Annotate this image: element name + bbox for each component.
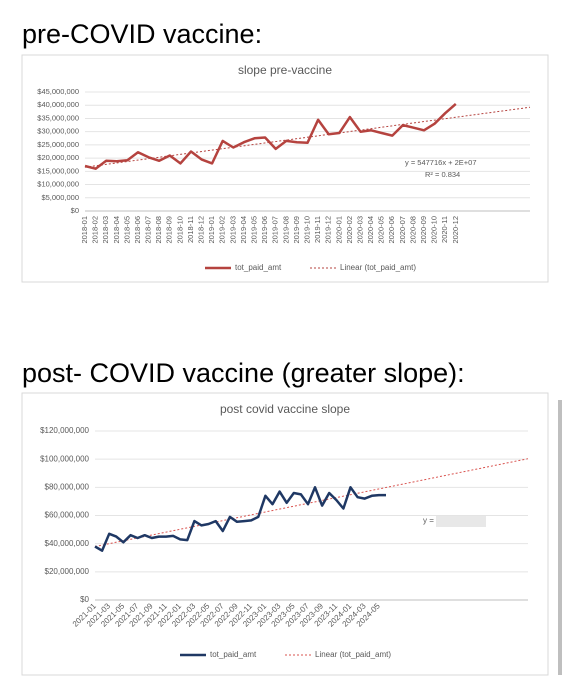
x-tick-label: 2019-11 [313, 216, 322, 243]
trend-equation: y = 547716x + 2E+07 [405, 158, 477, 167]
x-tick-label: 2020-08 [408, 216, 417, 244]
legend-label: tot_paid_amt [210, 650, 257, 659]
data-line [94, 486, 386, 552]
x-tick-label: 2019-09 [292, 216, 301, 244]
legend-label: tot_paid_amt [235, 263, 282, 272]
chart-title: post covid vaccine slope [220, 402, 350, 416]
x-tick-label: 2018-10 [175, 216, 184, 244]
y-tick-label: $0 [71, 206, 79, 215]
y-tick-label: $100,000,000 [40, 454, 89, 463]
x-tick-label: 2020-01 [334, 216, 343, 244]
y-tick-label: $60,000,000 [45, 511, 90, 520]
chart-title: slope pre-vaccine [238, 63, 332, 77]
x-tick-label: 2019-03 [228, 216, 237, 244]
x-tick-label: 2020-12 [451, 216, 460, 244]
x-tick-label: 2018-12 [197, 216, 206, 244]
x-tick-label: 2019-07 [271, 216, 280, 244]
x-tick-label: 2019-04 [239, 216, 248, 244]
x-tick-label: 2019-02 [218, 216, 227, 244]
scan-edge [558, 400, 562, 675]
x-tick-label: 2020-07 [398, 216, 407, 244]
trendline [84, 106, 531, 168]
x-tick-label: 2018-02 [91, 216, 100, 244]
y-tick-label: $40,000,000 [37, 100, 79, 109]
y-tick-label: $35,000,000 [37, 113, 79, 122]
y-tick-label: $25,000,000 [37, 140, 79, 149]
y-tick-label: $120,000,000 [40, 426, 89, 435]
x-tick-label: 2018-04 [112, 216, 121, 244]
x-tick-label: 2020-09 [419, 216, 428, 244]
y-tick-label: $45,000,000 [37, 87, 79, 96]
x-tick-label: 2020-05 [377, 216, 386, 244]
x-tick-label: 2019-06 [260, 216, 269, 244]
x-tick-label: 2018-03 [101, 216, 110, 244]
x-tick-label: 2019-01 [207, 216, 216, 244]
x-tick-label: 2018-07 [144, 216, 153, 244]
x-tick-label: 2018-01 [80, 216, 89, 244]
heading: post- COVID vaccine (greater slope): [22, 358, 465, 388]
x-tick-label: 2019-10 [302, 216, 311, 244]
y-tick-label: $20,000,000 [37, 153, 79, 162]
x-tick-label: 2018-06 [133, 216, 142, 244]
x-tick-label: 2020-10 [430, 216, 439, 244]
y-tick-label: $30,000,000 [37, 127, 79, 136]
y-tick-label: $0 [80, 595, 89, 604]
chart-frame [21, 392, 549, 676]
trend-r2: R² = 0.834 [425, 170, 460, 179]
x-tick-label: 2018-08 [154, 216, 163, 244]
y-tick-label: $15,000,000 [37, 166, 79, 175]
x-tick-label: 2018-05 [122, 216, 131, 244]
obscured-equation [436, 515, 486, 527]
y-tick-label: $10,000,000 [37, 180, 79, 189]
x-tick-label: 2020-11 [440, 216, 449, 243]
chart-frame [21, 54, 549, 283]
x-tick-label: 2020-04 [366, 216, 375, 244]
y-tick-label: $40,000,000 [45, 539, 90, 548]
y-tick-label: $20,000,000 [45, 567, 90, 576]
x-tick-label: 2018-11 [186, 216, 195, 243]
equation-fragment: y = [423, 516, 434, 525]
legend-label: Linear (tot_paid_amt) [340, 263, 416, 272]
x-tick-label: 2020-03 [355, 216, 364, 244]
trendline [94, 458, 529, 548]
x-tick-label: 2020-06 [387, 216, 396, 244]
heading: pre-COVID vaccine: [22, 19, 262, 49]
x-tick-label: 2019-08 [281, 216, 290, 244]
x-tick-label: 2020-02 [345, 216, 354, 244]
y-tick-label: $80,000,000 [45, 482, 90, 491]
x-tick-label: 2019-12 [324, 216, 333, 244]
x-tick-label: 2018-09 [165, 216, 174, 244]
y-tick-label: $5,000,000 [41, 193, 79, 202]
x-tick-label: 2019-05 [250, 216, 259, 244]
legend-label: Linear (tot_paid_amt) [315, 650, 391, 659]
data-line [84, 102, 457, 170]
